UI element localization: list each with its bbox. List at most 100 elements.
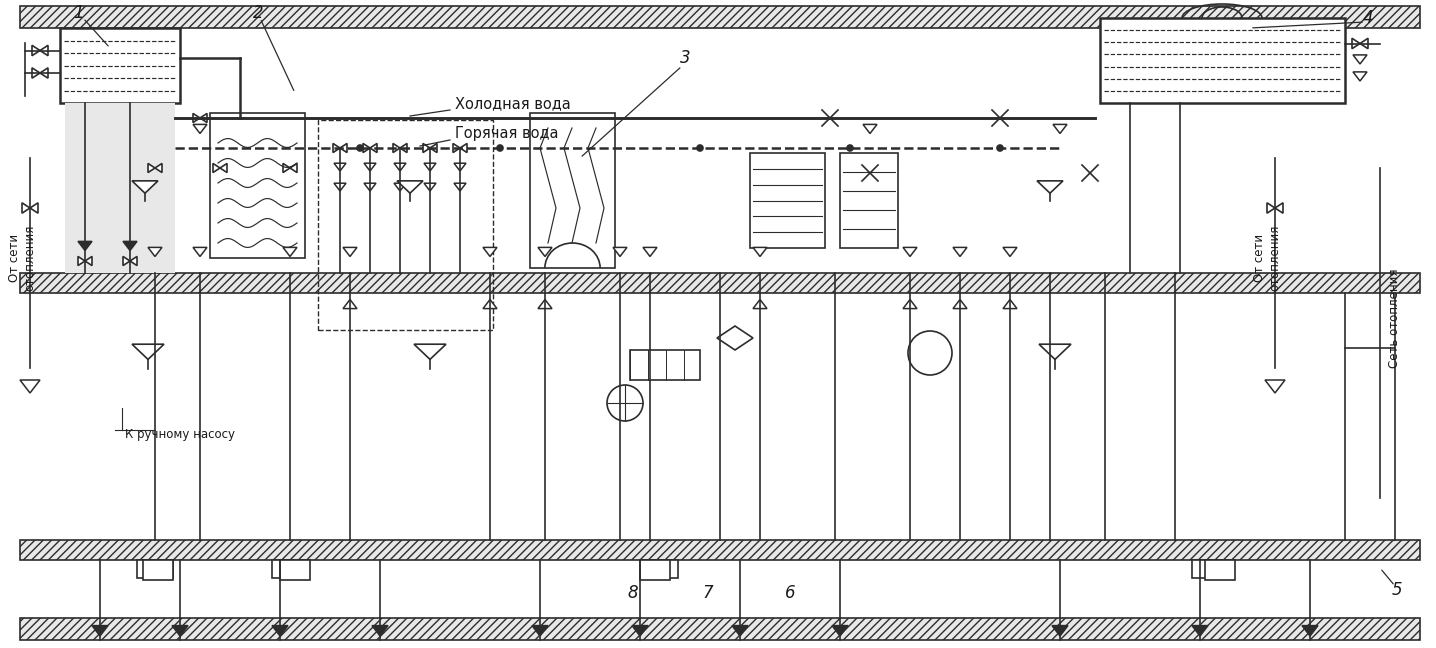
- Polygon shape: [452, 143, 460, 152]
- Polygon shape: [538, 248, 551, 257]
- Polygon shape: [283, 163, 290, 172]
- Bar: [317, 120, 493, 330]
- Polygon shape: [200, 113, 207, 122]
- Polygon shape: [732, 625, 748, 636]
- Polygon shape: [1040, 344, 1071, 360]
- Text: К ручному насосу: К ручному насосу: [125, 428, 236, 441]
- Polygon shape: [954, 299, 966, 308]
- Polygon shape: [131, 257, 136, 266]
- Text: От сети
отопления: От сети отопления: [1254, 225, 1281, 291]
- Bar: [1205, 560, 1235, 580]
- Polygon shape: [1353, 55, 1367, 64]
- Polygon shape: [1275, 203, 1282, 213]
- Polygon shape: [271, 625, 289, 636]
- Bar: [280, 560, 310, 580]
- Polygon shape: [531, 625, 549, 636]
- Circle shape: [358, 145, 363, 151]
- Bar: [144, 560, 172, 580]
- Polygon shape: [954, 248, 966, 257]
- Polygon shape: [40, 68, 47, 78]
- Bar: [840, 153, 898, 248]
- Polygon shape: [30, 203, 37, 213]
- Polygon shape: [290, 163, 297, 172]
- Polygon shape: [192, 248, 207, 257]
- Polygon shape: [396, 181, 424, 193]
- Polygon shape: [213, 163, 220, 172]
- Polygon shape: [123, 242, 136, 251]
- Polygon shape: [85, 257, 92, 266]
- Polygon shape: [32, 68, 40, 78]
- Polygon shape: [613, 248, 628, 257]
- Polygon shape: [752, 299, 767, 308]
- Text: Горячая вода: Горячая вода: [455, 126, 559, 141]
- Polygon shape: [220, 163, 227, 172]
- Text: Холодная вода: Холодная вода: [455, 96, 570, 111]
- Polygon shape: [538, 299, 551, 308]
- Text: 6: 6: [784, 584, 796, 602]
- Text: 2: 2: [253, 4, 263, 22]
- Polygon shape: [363, 183, 376, 191]
- Polygon shape: [372, 625, 388, 636]
- Polygon shape: [192, 124, 207, 133]
- Polygon shape: [454, 183, 467, 191]
- Polygon shape: [363, 143, 370, 152]
- Polygon shape: [401, 143, 406, 152]
- Polygon shape: [460, 143, 467, 152]
- Polygon shape: [335, 183, 346, 191]
- Polygon shape: [148, 163, 155, 172]
- Polygon shape: [172, 625, 188, 636]
- Text: От сети
отопления: От сети отопления: [9, 225, 36, 291]
- Bar: [1192, 560, 1228, 578]
- Polygon shape: [40, 45, 47, 56]
- Bar: [630, 350, 699, 380]
- Polygon shape: [1053, 124, 1067, 133]
- Bar: [640, 560, 671, 580]
- Circle shape: [847, 145, 853, 151]
- Text: 5: 5: [1391, 581, 1403, 599]
- Polygon shape: [482, 299, 497, 308]
- Polygon shape: [123, 257, 131, 266]
- Polygon shape: [1053, 625, 1068, 636]
- Polygon shape: [132, 181, 158, 193]
- Polygon shape: [343, 299, 358, 308]
- Text: 3: 3: [679, 49, 691, 67]
- Polygon shape: [22, 203, 30, 213]
- Polygon shape: [424, 183, 437, 191]
- Polygon shape: [132, 344, 164, 360]
- Polygon shape: [340, 143, 348, 152]
- Circle shape: [908, 331, 952, 375]
- Polygon shape: [632, 625, 648, 636]
- Polygon shape: [155, 163, 162, 172]
- Bar: [271, 560, 307, 578]
- Polygon shape: [1002, 299, 1017, 308]
- Polygon shape: [333, 143, 340, 152]
- Polygon shape: [903, 299, 918, 308]
- Polygon shape: [424, 163, 437, 171]
- Polygon shape: [283, 248, 297, 257]
- Polygon shape: [454, 163, 467, 171]
- Polygon shape: [1267, 203, 1275, 213]
- Polygon shape: [863, 124, 877, 133]
- Polygon shape: [903, 248, 918, 257]
- Polygon shape: [424, 143, 429, 152]
- Bar: [136, 560, 172, 578]
- Text: Сеть отопления: Сеть отопления: [1389, 268, 1402, 368]
- Polygon shape: [1302, 625, 1318, 636]
- Circle shape: [607, 385, 643, 421]
- Text: 4: 4: [1363, 9, 1373, 27]
- Circle shape: [696, 145, 704, 151]
- Polygon shape: [643, 248, 658, 257]
- Polygon shape: [1192, 625, 1208, 636]
- Polygon shape: [429, 143, 437, 152]
- Circle shape: [997, 145, 1002, 151]
- Text: 8: 8: [628, 584, 639, 602]
- Polygon shape: [148, 248, 162, 257]
- Polygon shape: [343, 248, 358, 257]
- Bar: [1100, 18, 1346, 103]
- Bar: [65, 103, 175, 273]
- Polygon shape: [370, 143, 378, 152]
- Text: 7: 7: [702, 584, 714, 602]
- Polygon shape: [335, 163, 346, 171]
- Bar: [20, 618, 1420, 640]
- Polygon shape: [1265, 380, 1285, 393]
